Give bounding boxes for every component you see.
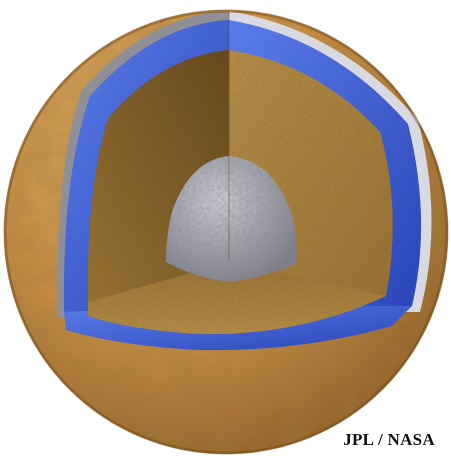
mantle-floor-texture [88, 262, 386, 335]
sphere-rim-shade [3, 9, 449, 455]
image-credit: JPL / NASA [343, 430, 435, 449]
iron-core-texture [166, 156, 297, 282]
